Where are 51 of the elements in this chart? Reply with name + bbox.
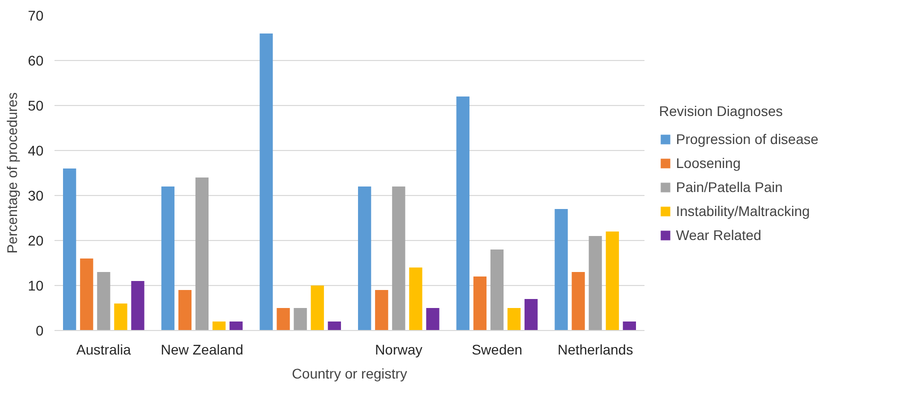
legend-title: Revision Diagnoses	[659, 102, 784, 118]
legend-label: Pain/Patella Pain	[676, 178, 783, 194]
bar	[375, 290, 388, 330]
bar	[456, 96, 470, 330]
x-tick-label: New Zealand	[160, 342, 244, 358]
y-tick-label: 0	[36, 322, 44, 338]
bar	[131, 281, 144, 330]
y-tick-label: 10	[28, 278, 44, 294]
bar	[260, 34, 273, 330]
legend-label: Instability/Maltracking	[676, 202, 810, 218]
legend-label: Loosening	[676, 154, 741, 170]
bar	[490, 250, 504, 330]
bar	[409, 268, 422, 330]
bar	[63, 168, 76, 330]
bar	[524, 299, 538, 330]
bar	[310, 286, 324, 330]
legend-label: Progression of disease	[676, 130, 818, 146]
bar	[328, 322, 341, 330]
bar	[392, 186, 406, 330]
bar	[114, 304, 128, 330]
y-tick-label: 20	[28, 232, 44, 248]
bar	[358, 186, 372, 330]
y-tick-label: 40	[28, 142, 44, 158]
x-tick-label: Sweden	[472, 342, 522, 358]
bar	[230, 322, 243, 330]
bar	[276, 308, 290, 330]
y-tick-label: 30	[28, 188, 44, 204]
x-tick-label: Netherlands	[558, 342, 634, 358]
x-axis-title: Country or registry	[292, 366, 408, 382]
bar	[426, 308, 440, 330]
x-tick-label: Norway	[374, 342, 422, 358]
y-tick-label: 70	[28, 8, 44, 24]
y-axis-title: Percentage of procedures	[4, 92, 20, 254]
bar	[97, 272, 110, 330]
bar	[161, 186, 174, 330]
y-tick-label: 60	[28, 52, 44, 68]
bar	[622, 322, 636, 330]
bar	[554, 209, 568, 330]
bar	[572, 272, 585, 330]
x-tick-label: Australia	[76, 342, 132, 358]
bar	[588, 236, 602, 330]
legend-label: Wear Related	[676, 226, 762, 242]
bar	[473, 276, 487, 330]
bar	[195, 178, 209, 330]
bar	[606, 232, 619, 330]
bar	[507, 308, 521, 330]
y-tick-label: 50	[28, 98, 44, 114]
bar	[212, 322, 226, 330]
bar	[80, 258, 94, 330]
bar	[178, 290, 192, 330]
bar	[294, 308, 307, 330]
